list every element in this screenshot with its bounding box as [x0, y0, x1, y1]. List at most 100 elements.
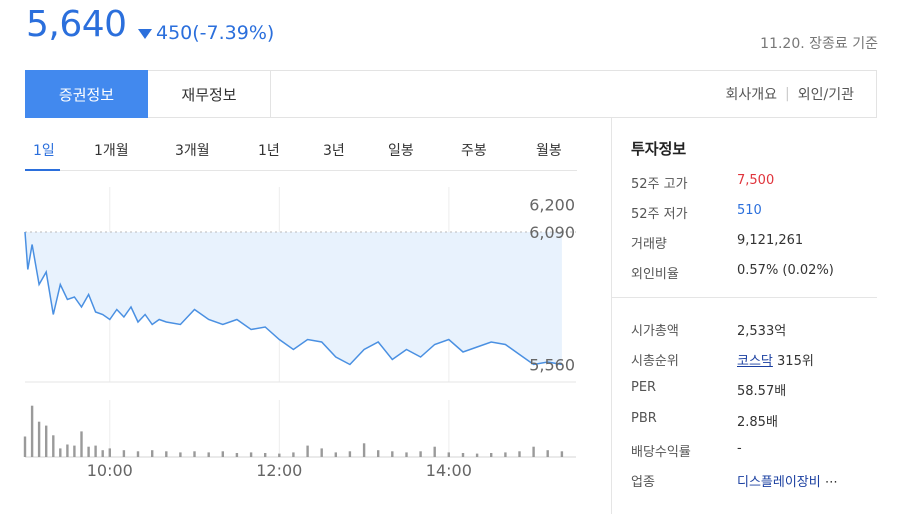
market-link[interactable]: 코스닥	[737, 354, 773, 369]
sector-link[interactable]: 디스플레이장비	[737, 475, 821, 490]
volume-bar	[377, 450, 380, 457]
volume-bar	[30, 405, 34, 457]
period-3month[interactable]: 3개월	[175, 143, 210, 159]
panel-divider	[611, 118, 612, 514]
x-tick-label: 12:00	[256, 461, 302, 480]
price-change: 450(-7.39%)	[138, 22, 274, 44]
volume-bar	[306, 445, 309, 457]
y-tick-label: 6,090	[529, 223, 575, 242]
value-volume: 9,121,261	[737, 233, 804, 248]
volume-bar	[490, 453, 493, 457]
volume-bar	[362, 443, 366, 457]
volume-bar	[136, 451, 140, 457]
volume-bar	[405, 452, 408, 457]
tab-securities-info[interactable]: 증권정보	[25, 70, 148, 118]
volume-bar	[264, 453, 267, 457]
volume-bar	[108, 448, 111, 457]
active-period-underline	[25, 169, 60, 171]
value-cap-rank: 코스닥 315위	[737, 350, 814, 369]
value-52w-low: 510	[737, 203, 762, 218]
x-tick-label: 14:00	[426, 461, 472, 480]
right-tab-group: 회사개요 | 외인/기관	[726, 71, 855, 117]
value-per: 58.57배	[737, 384, 787, 399]
value-market-cap: 2,533억	[737, 324, 787, 339]
investment-info-title: 투자정보	[631, 140, 687, 158]
volume-bar	[179, 452, 182, 457]
period-selector: 1일 1개월 3개월 1년 3년 일봉 주봉 월봉	[25, 128, 577, 171]
tab-separator: |	[785, 86, 790, 102]
info-divider	[612, 297, 877, 298]
period-3year[interactable]: 3년	[323, 143, 345, 159]
volume-bar	[73, 445, 76, 457]
price-area-fill	[25, 232, 562, 365]
volume-bar	[235, 453, 239, 457]
tab-company-overview[interactable]: 회사개요	[725, 87, 778, 103]
volume-bar	[532, 446, 535, 457]
label-dividend: 배당수익률	[631, 445, 691, 460]
volume-bar	[101, 450, 104, 457]
price-line	[24, 231, 563, 366]
volume-bar	[391, 451, 394, 457]
volume-bar	[518, 451, 521, 457]
volume-bar	[475, 453, 479, 457]
volume-bar	[94, 445, 97, 457]
volume-bar	[447, 452, 450, 457]
label-pbr: PBR	[631, 411, 657, 426]
volume-bar	[122, 450, 126, 457]
volume-bar	[193, 451, 196, 457]
period-1month[interactable]: 1개월	[94, 143, 129, 159]
rank-value: 315위	[777, 354, 814, 369]
label-foreign-ratio: 외인비율	[631, 267, 679, 282]
period-1year[interactable]: 1년	[258, 143, 280, 159]
volume-bar	[292, 452, 295, 457]
volume-bar	[249, 452, 253, 457]
value-sector: 디스플레이장비 ⋯	[737, 471, 838, 490]
volume-bar	[151, 450, 154, 457]
x-tick-label: 10:00	[87, 461, 133, 480]
label-market-cap: 시가총액	[631, 324, 679, 339]
volume-bar	[45, 425, 48, 457]
more-icon[interactable]: ⋯	[824, 475, 838, 490]
volume-bar	[23, 436, 27, 457]
volume-bar	[165, 451, 168, 457]
value-dividend: -	[737, 441, 742, 456]
period-weekly[interactable]: 주봉	[461, 143, 487, 159]
volume-bar	[348, 451, 352, 457]
tab-financial-info[interactable]: 재무정보	[148, 71, 271, 117]
label-52w-low: 52주 저가	[631, 207, 688, 222]
volume-bar	[87, 446, 90, 457]
current-price: 5,640	[26, 4, 127, 45]
period-1day[interactable]: 1일	[33, 143, 55, 159]
volume-bar	[207, 452, 210, 457]
label-cap-rank: 시총순위	[631, 354, 679, 369]
volume-bar	[504, 452, 507, 457]
value-52w-high: 7,500	[737, 173, 775, 188]
tab-foreign-institution[interactable]: 외인/기관	[797, 87, 854, 103]
volume-bar	[560, 451, 564, 457]
label-52w-high: 52주 고가	[631, 177, 688, 192]
label-volume: 거래량	[631, 237, 667, 252]
label-sector: 업종	[631, 475, 655, 490]
volume-bar	[461, 453, 465, 457]
volume-bar	[419, 451, 422, 457]
volume-bar	[80, 431, 83, 458]
volume-bar	[320, 448, 323, 457]
value-pbr: 2.85배	[737, 415, 778, 430]
main-tab-bar: 증권정보 재무정보 회사개요 | 외인/기관	[25, 70, 877, 118]
down-triangle-icon	[138, 29, 152, 39]
base-time: 11.20. 장종료 기준	[760, 36, 878, 52]
volume-bar	[37, 421, 41, 457]
volume-bar	[59, 448, 62, 457]
volume-bar	[546, 450, 549, 457]
y-tick-label: 5,560	[529, 356, 575, 375]
intraday-chart: 6,200 6,090 5,560 10:00 12:00 14:00	[23, 187, 576, 480]
volume-bar	[433, 446, 436, 457]
label-per: PER	[631, 380, 657, 395]
period-monthly[interactable]: 월봉	[536, 143, 562, 159]
value-foreign-ratio: 0.57% (0.02%)	[737, 263, 834, 278]
volume-bar	[221, 451, 224, 457]
volume-bar	[66, 444, 69, 457]
volume-bar	[278, 453, 281, 457]
price-change-value: 450(-7.39%)	[156, 22, 275, 44]
period-daily[interactable]: 일봉	[388, 143, 414, 159]
